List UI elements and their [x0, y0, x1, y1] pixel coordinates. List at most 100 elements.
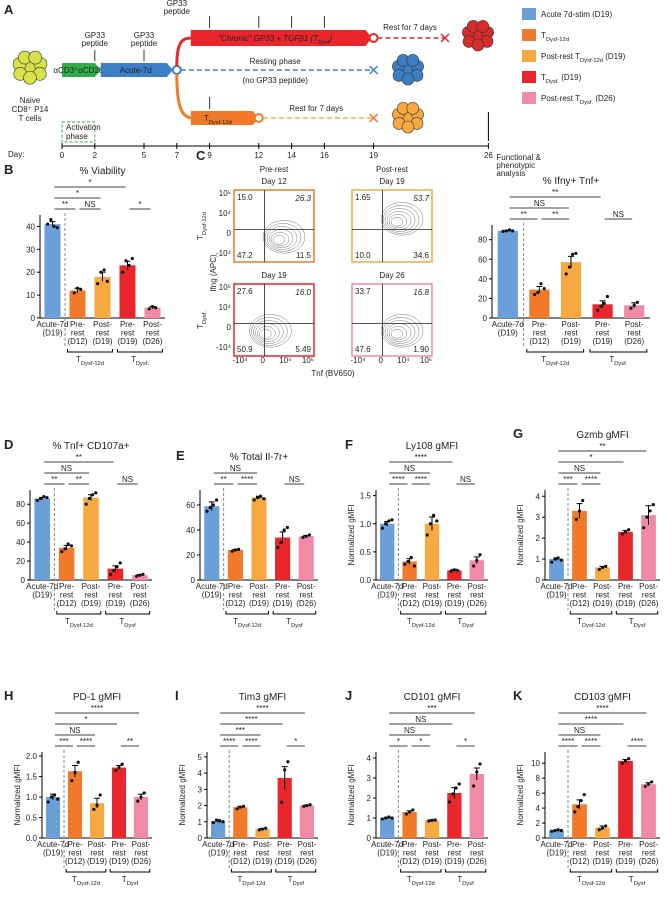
sig-label: **** [392, 475, 404, 484]
data-point [92, 807, 96, 811]
cell [23, 70, 37, 85]
data-point [384, 522, 388, 526]
legend-label: TDysf-12d [541, 31, 569, 43]
x-tick-label: rest [234, 849, 248, 858]
data-point [308, 803, 312, 807]
peptide-label: GP33 [134, 31, 155, 40]
bar [58, 547, 75, 580]
data-point [646, 782, 651, 786]
sig-label: **** [80, 737, 92, 746]
panel-letter: J [345, 688, 352, 703]
day-tick-label: 19 [369, 151, 378, 160]
y-tick-label: 20 [186, 551, 195, 560]
x-tick-label: Acute-7d [540, 582, 572, 591]
group-label-pre: T [76, 355, 81, 364]
data-point [564, 272, 568, 276]
flow-title: Day 19 [379, 177, 405, 186]
sig-label: NS [230, 464, 241, 473]
x-tick-label: Acute-7d [371, 840, 403, 849]
legend-swatch [522, 8, 536, 20]
data-point [574, 251, 578, 255]
data-point [602, 301, 606, 305]
x-tick-label: Post- [253, 840, 272, 849]
group-label-sub: Dysf [462, 623, 474, 629]
data-point [75, 286, 80, 290]
data-point [135, 574, 139, 578]
x-tick-label: (D26) [297, 857, 317, 866]
data-point [102, 268, 106, 272]
x-tick-label: (D26) [131, 857, 151, 866]
rest-red: Rest for 7 days [383, 23, 437, 32]
group-label-pre: T [629, 617, 634, 626]
data-point [39, 496, 43, 501]
data-point [301, 535, 305, 540]
data-point [478, 553, 482, 557]
legend-label-sub: Dysf. [580, 100, 594, 106]
x-tick-label: (D26) [142, 337, 162, 346]
data-point [472, 784, 476, 788]
x-tick-label: Pre- [120, 320, 135, 329]
group-label-sub: Dysf-12d [242, 881, 265, 887]
legend-label-sub: Dysf-12d [580, 58, 603, 64]
group-label: TDysf-12d [65, 617, 93, 629]
x-tick-label: (D12) [230, 857, 250, 866]
data-point [627, 757, 631, 761]
data-point [579, 799, 583, 803]
x-tick-label: (D19) [87, 857, 107, 866]
x-tick-label: rest [146, 329, 160, 338]
sig-label: * [589, 453, 592, 462]
data-point [632, 303, 636, 307]
data-point [235, 807, 239, 811]
cell [401, 72, 415, 86]
flow-x-tick: 10⁴ [397, 356, 410, 365]
group-bracket [444, 869, 487, 873]
group-bracket [230, 869, 272, 873]
data-point [576, 804, 580, 809]
day-tick-label: 0 [60, 151, 65, 160]
x-tick-label: rest [596, 591, 610, 600]
bar [204, 506, 220, 580]
data-point [46, 800, 50, 804]
arrow-activation [62, 63, 101, 77]
bar [94, 276, 111, 318]
quadrant-value: 50.9 [237, 345, 253, 354]
group-label-sub: Dysf. [614, 361, 628, 367]
day-tick-label: 16 [320, 151, 329, 160]
data-point [262, 497, 266, 501]
panel-letter: E [176, 448, 185, 463]
x-tick-label: (D19) [32, 591, 52, 600]
group-label-pre: T [65, 617, 70, 626]
data-point [620, 532, 624, 536]
data-point [96, 282, 100, 286]
data-point [91, 493, 95, 497]
y-axis-label: Normalized gMFI [13, 765, 22, 826]
stim-label: αCD3⁺αCD28 [53, 66, 103, 75]
data-point [264, 826, 268, 830]
x-tick-label: (D26) [467, 599, 487, 608]
contour [257, 326, 276, 341]
bar [447, 793, 462, 838]
data-point [230, 549, 234, 553]
data-point [645, 515, 649, 519]
x-tick-label: Post- [88, 840, 107, 849]
sig-label: * [464, 737, 467, 746]
x-tick-label: (D12) [57, 599, 77, 608]
sig-label: **** [223, 737, 235, 746]
x-tick-label: (D19) [273, 599, 293, 608]
data-point [406, 559, 410, 564]
legend-label-sub: Dysf-12d [546, 37, 569, 43]
data-point [553, 557, 557, 561]
data-point [117, 765, 121, 770]
data-point [643, 784, 647, 789]
legend-label-pre: T [541, 31, 546, 40]
data-point [118, 561, 122, 565]
quadrant-value: 47.6 [355, 345, 371, 354]
data-point [154, 306, 158, 310]
node [171, 65, 182, 75]
bar [641, 784, 656, 838]
legend-label-post: (D19) [603, 52, 626, 61]
bar [111, 767, 127, 838]
flow-y-tick: 10⁴ [219, 209, 232, 218]
tdysf12-label: TDysf-12d [204, 114, 232, 126]
x-tick-label: (D19) [43, 849, 63, 858]
